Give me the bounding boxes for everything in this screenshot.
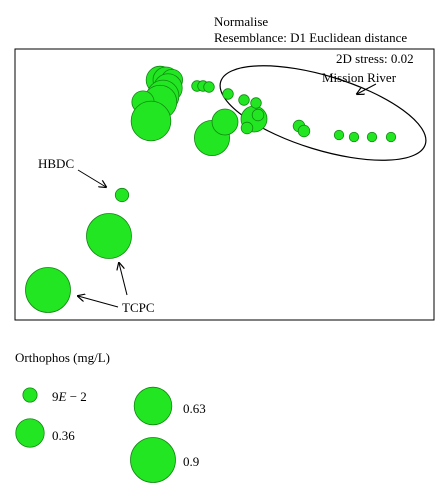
legend-label-0: 9E − 2 (52, 389, 87, 404)
data-point-16 (250, 97, 262, 109)
mission-river-label: Mission River (322, 70, 397, 85)
data-points (25, 65, 397, 313)
data-point-27 (25, 267, 71, 313)
data-point-24 (385, 131, 397, 143)
data-point-9 (211, 108, 239, 136)
hbdc-arrow (77, 169, 106, 187)
chart-title-line-1: Normalise (214, 14, 269, 29)
data-point-22 (348, 131, 360, 143)
chart-title-line-2: Resemblance: D1 Euclidean distance (214, 30, 408, 45)
tcpc-arrow-up (119, 263, 128, 296)
legend-label-3: 0.9 (183, 454, 200, 469)
plot-frame (14, 48, 435, 321)
legend-label-0-pre: 9 (52, 389, 59, 404)
data-point-13 (203, 81, 215, 93)
legend-label-2: 0.63 (183, 401, 206, 416)
data-point-18 (251, 108, 265, 122)
legend-circle-0 (22, 387, 38, 403)
data-point-14 (222, 88, 234, 100)
legend-label-1: 0.36 (52, 428, 75, 443)
tcpc-label: TCPC (122, 300, 155, 315)
legend-label-0-post: − 2 (66, 389, 87, 404)
data-point-7 (130, 100, 172, 142)
data-point-25 (114, 187, 130, 203)
data-point-23 (366, 131, 378, 143)
legend-circles (15, 386, 176, 483)
tcpc-arrow-left (78, 296, 119, 308)
legend-label-0-italic: E (58, 389, 67, 404)
mission-river-arrow (357, 83, 377, 94)
hbdc-label: HBDC (38, 156, 75, 171)
data-point-17 (240, 121, 254, 135)
data-point-26 (86, 213, 132, 259)
mission-river-ellipse (219, 65, 427, 161)
legend-title: Orthophos (mg/L) (15, 350, 110, 365)
data-point-20 (297, 124, 311, 138)
legend-circle-2 (133, 386, 173, 426)
data-point-21 (333, 129, 345, 141)
stress-label: 2D stress: 0.02 (336, 51, 414, 66)
data-point-15 (238, 94, 250, 106)
legend-circle-3 (130, 437, 176, 483)
legend-circle-1 (15, 418, 45, 448)
